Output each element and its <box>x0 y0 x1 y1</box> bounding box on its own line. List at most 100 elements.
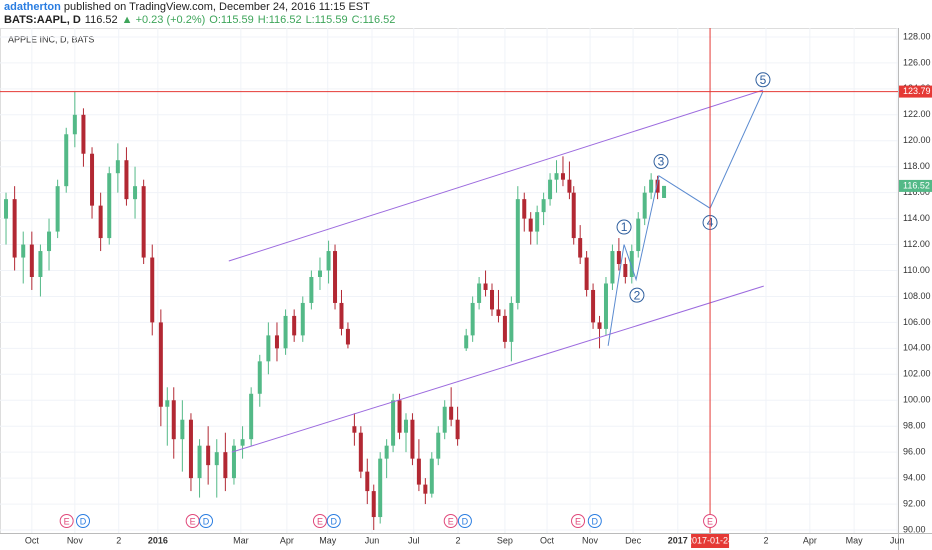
candle-body <box>578 238 583 258</box>
candle-body <box>496 309 501 316</box>
x-tick-label: Sep <box>497 535 513 545</box>
ohlc: O:115.59 <box>209 14 254 26</box>
x-tick-label: Oct <box>25 535 40 545</box>
wave-label-circle <box>629 287 645 303</box>
candle-body <box>649 179 654 193</box>
candle-body <box>309 276 314 303</box>
candle-body <box>623 264 628 277</box>
candle-body <box>423 484 428 494</box>
channel-line <box>231 285 764 453</box>
candle-body <box>365 471 370 492</box>
candle-body <box>206 445 211 466</box>
plot-frame <box>0 28 899 534</box>
x-tick-label: Apr <box>280 535 294 545</box>
event-badge <box>76 514 91 528</box>
event-label: E <box>64 516 70 526</box>
candle-body <box>502 315 507 342</box>
candle-body <box>81 114 86 154</box>
change: ▲ +0.23 (+0.2%) <box>121 14 206 26</box>
event-label: D <box>592 516 599 526</box>
author[interactable]: adatherton <box>4 1 61 13</box>
candle-body <box>358 432 363 472</box>
header-line: adatherton published on TradingView.com,… <box>4 1 399 14</box>
candle-body <box>397 400 402 433</box>
candle-body <box>483 283 488 290</box>
symbol-title: APPLE INC, D, BATS <box>8 34 94 44</box>
y-tick-label: 108.00 <box>903 291 931 301</box>
candle-body <box>158 322 163 407</box>
candle-body <box>115 160 120 174</box>
candle-body <box>345 328 350 345</box>
wave-line <box>607 91 764 346</box>
event-badge <box>457 514 472 528</box>
event-label: D <box>330 516 337 526</box>
x-tick-label: Apr <box>803 535 817 545</box>
candle-body <box>597 322 602 329</box>
x-tick-label: Jul <box>408 535 420 545</box>
x-tick-label: 2 <box>763 535 768 545</box>
event-badge <box>326 514 341 528</box>
x-tick-label: 2016 <box>148 535 168 545</box>
candle-body <box>464 335 469 349</box>
candle-body <box>642 192 647 219</box>
candle-body <box>231 445 236 479</box>
y-tick-label: 128.00 <box>903 31 931 41</box>
y-tick-label: 114.00 <box>903 213 930 223</box>
x-tick-label: May <box>319 535 337 545</box>
candle-body <box>436 432 441 459</box>
y-tick-label: 104.00 <box>903 343 931 353</box>
y-tick-label: 118.00 <box>903 161 930 171</box>
x-tick-label: Jun <box>365 535 380 545</box>
event-badge <box>443 514 458 528</box>
candle-body <box>124 160 129 200</box>
candle-body <box>554 173 559 180</box>
candle-body <box>616 251 621 265</box>
event-label: D <box>80 516 87 526</box>
candle-body <box>339 302 344 329</box>
candle-body <box>610 251 615 284</box>
y-tick-label: 90.00 <box>903 524 926 534</box>
candle-body <box>384 445 389 459</box>
candle-body <box>214 452 219 466</box>
candle-body <box>391 400 396 446</box>
candle-body <box>292 315 297 336</box>
candle-body <box>591 289 596 323</box>
candle-body <box>165 400 170 407</box>
price-marker-box <box>899 179 932 192</box>
event-label: E <box>190 516 196 526</box>
candle-body <box>90 153 95 206</box>
candle-body <box>4 199 9 219</box>
ohlc: H:116.52 <box>257 14 302 26</box>
candle-body <box>141 186 146 258</box>
event-badge <box>59 514 74 528</box>
candle-body <box>571 192 576 239</box>
candle-body <box>442 406 447 433</box>
candle-body <box>283 315 288 349</box>
candle-body <box>528 218 533 232</box>
candle-body <box>47 231 52 252</box>
event-label: D <box>462 516 469 526</box>
candle-body <box>72 114 77 135</box>
candle-body <box>300 302 305 336</box>
x-tick-label: Mar <box>233 535 249 545</box>
candle-body <box>429 458 434 494</box>
candle-body <box>655 179 660 193</box>
y-tick-label: 98.00 <box>903 421 926 431</box>
candle-body <box>378 458 383 518</box>
event-badge <box>703 514 718 528</box>
candle-body <box>249 393 254 440</box>
candle-body <box>21 244 26 258</box>
x-tick-label: 2 <box>116 535 121 545</box>
candle-body <box>449 406 454 420</box>
candle-body <box>541 199 546 213</box>
candle-body <box>257 361 262 394</box>
candle-body <box>567 179 572 193</box>
candle-body <box>133 186 138 200</box>
candle-body <box>662 185 667 198</box>
wave-label: 2 <box>634 288 641 302</box>
candle-body <box>326 251 331 271</box>
event-label: D <box>203 516 210 526</box>
wave-label: 3 <box>658 155 665 169</box>
candle-body <box>352 426 357 433</box>
